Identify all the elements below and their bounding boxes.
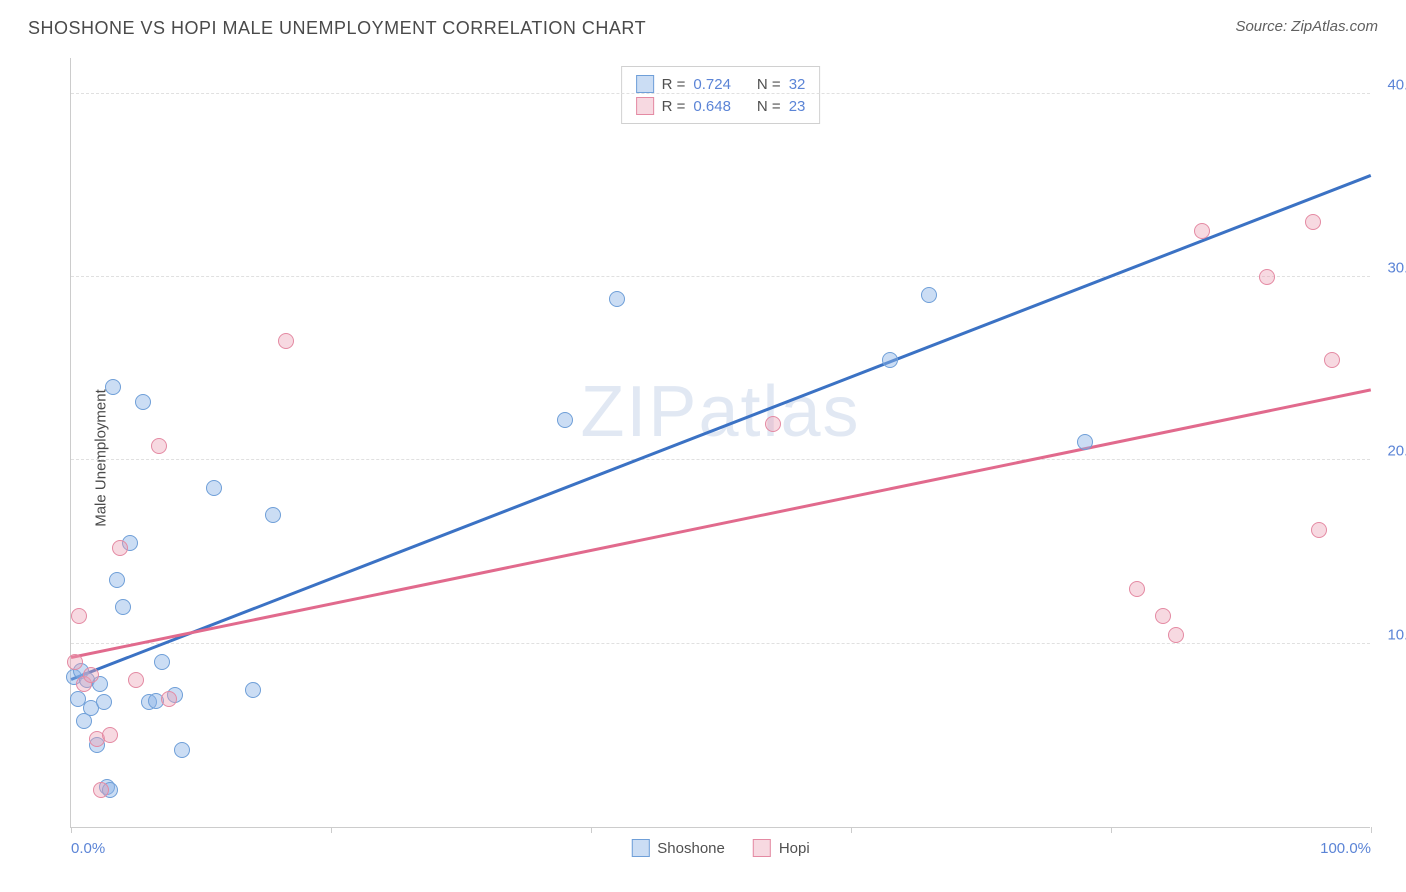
data-point: [765, 416, 781, 432]
data-point: [174, 742, 190, 758]
data-point: [112, 540, 128, 556]
x-tick: [1111, 827, 1112, 833]
legend-r-label: R =: [662, 98, 686, 115]
data-point: [265, 507, 281, 523]
legend-series: Shoshone Hopi: [631, 839, 809, 857]
data-point: [1259, 269, 1275, 285]
data-point: [882, 352, 898, 368]
legend-r-value: 0.648: [693, 98, 731, 115]
data-point: [109, 572, 125, 588]
data-point: [102, 727, 118, 743]
x-tick: [1371, 827, 1372, 833]
data-point: [206, 480, 222, 496]
data-point: [921, 287, 937, 303]
chart-title: SHOSHONE VS HOPI MALE UNEMPLOYMENT CORRE…: [28, 18, 646, 39]
data-point: [67, 654, 83, 670]
data-point: [609, 291, 625, 307]
y-tick-label: 20.0%: [1375, 443, 1406, 460]
legend-swatch: [636, 75, 654, 93]
data-point: [96, 694, 112, 710]
data-point: [83, 667, 99, 683]
legend-series-label: Shoshone: [657, 840, 725, 857]
data-point: [135, 394, 151, 410]
data-point: [245, 682, 261, 698]
data-point: [154, 654, 170, 670]
data-point: [161, 691, 177, 707]
data-point: [128, 672, 144, 688]
x-tick: [71, 827, 72, 833]
y-tick-label: 30.0%: [1375, 260, 1406, 277]
gridline: [71, 93, 1370, 94]
legend-n-value: 32: [789, 76, 806, 93]
legend-r-label: R =: [662, 76, 686, 93]
data-point: [1305, 214, 1321, 230]
legend-swatch: [753, 839, 771, 857]
x-tick: [851, 827, 852, 833]
data-point: [93, 782, 109, 798]
data-point: [105, 379, 121, 395]
chart-source: Source: ZipAtlas.com: [1235, 18, 1378, 35]
legend-series-label: Hopi: [779, 840, 810, 857]
data-point: [1155, 608, 1171, 624]
legend-n-label: N =: [757, 98, 781, 115]
legend-correlation: R = 0.724 N = 32 R = 0.648 N = 23: [621, 66, 821, 124]
y-tick-label: 40.0%: [1375, 76, 1406, 93]
gridline: [71, 643, 1370, 644]
x-tick: [591, 827, 592, 833]
x-tick-label: 0.0%: [71, 840, 105, 857]
chart-header: SHOSHONE VS HOPI MALE UNEMPLOYMENT CORRE…: [0, 0, 1406, 49]
trend-line: [71, 388, 1372, 658]
legend-r-value: 0.724: [693, 76, 731, 93]
data-point: [71, 608, 87, 624]
y-tick-label: 10.0%: [1375, 626, 1406, 643]
legend-series-item: Hopi: [753, 839, 810, 857]
scatter-plot: ZIPatlas R =0.724N =32R =0.648N =23 Shos…: [70, 58, 1370, 828]
legend-swatch: [631, 839, 649, 857]
data-point: [1311, 522, 1327, 538]
data-point: [1168, 627, 1184, 643]
gridline: [71, 276, 1370, 277]
legend-row: R = 0.648 N = 23: [636, 95, 806, 117]
data-point: [1129, 581, 1145, 597]
x-tick: [331, 827, 332, 833]
data-point: [1324, 352, 1340, 368]
legend-n-value: 23: [789, 98, 806, 115]
watermark: ZIPatlas: [580, 371, 860, 453]
trend-line: [71, 174, 1372, 680]
chart-area: Male Unemployment ZIPatlas R =0.724N =32…: [50, 58, 1380, 858]
legend-series-item: Shoshone: [631, 839, 725, 857]
data-point: [115, 599, 131, 615]
data-point: [1194, 223, 1210, 239]
gridline: [71, 459, 1370, 460]
data-point: [1077, 434, 1093, 450]
legend-swatch: [636, 97, 654, 115]
data-point: [278, 333, 294, 349]
data-point: [151, 438, 167, 454]
legend-n-label: N =: [757, 76, 781, 93]
data-point: [557, 412, 573, 428]
x-tick-label: 100.0%: [1320, 840, 1371, 857]
watermark-bold: ZIP: [580, 372, 698, 452]
